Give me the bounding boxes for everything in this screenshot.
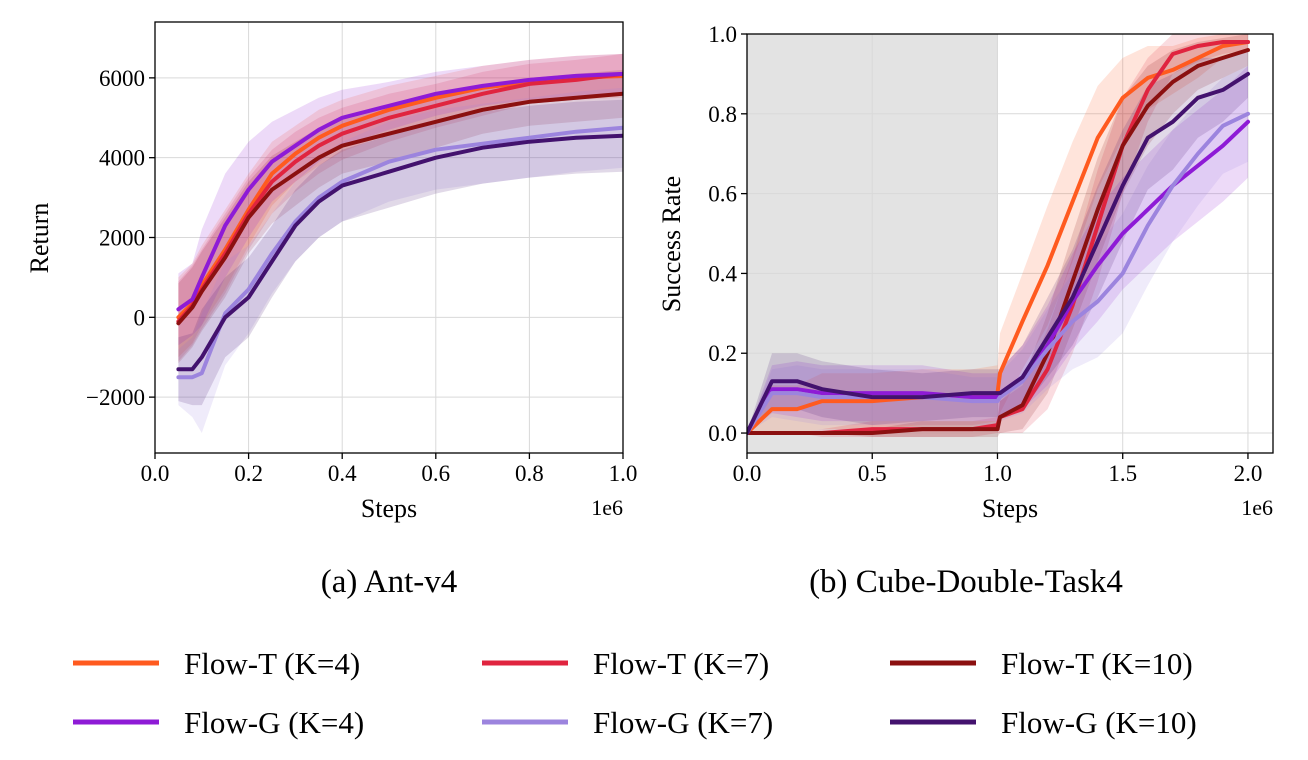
x-tick-label: 0.8 (515, 461, 544, 486)
band-flow-t-k-4 (747, 34, 1248, 433)
plot-area (747, 34, 1250, 437)
y-tick-label: −2000 (86, 385, 145, 410)
band-flow-g-k-10 (178, 99, 623, 406)
series-line-flow-g-k-10 (176, 133, 623, 372)
x-tick-label: 0.4 (328, 461, 357, 486)
series-line-flow-t-k-10 (747, 48, 1250, 435)
band-flow-t-k-10 (747, 34, 1248, 437)
plot-area (176, 53, 623, 434)
x-tick-label: 1.5 (1108, 461, 1137, 486)
axes-frame (746, 33, 1274, 454)
x-offset-label: 1e6 (591, 495, 623, 520)
legend-label: Flow-G (K=10) (1001, 705, 1197, 740)
band-flow-g-k-7 (178, 87, 623, 434)
series-line-flow-t-k-4 (747, 40, 1250, 435)
series-line-flow-g-k-4 (176, 71, 623, 312)
series-line-flow-g-k-7 (176, 125, 623, 380)
x-axis-label: Steps (361, 494, 417, 523)
caption-ant-v4: (a) Ant-v4 (321, 564, 458, 600)
y-axis-label: Return (25, 203, 54, 274)
panel-cube-double-task4: 0.0 0.5 1.0 1.5 2.0 0.0 0.2 0.4 0.6 0.8 1.0 Steps Su… (657, 22, 1274, 523)
band-flow-g-k-7 (747, 65, 1248, 434)
y-tick-label: 0.0 (708, 421, 737, 446)
y-tick-label: 6000 (99, 66, 145, 91)
x-offset-label: 1e6 (1241, 495, 1273, 520)
legend: Flow-T (K=4) Flow-T (K=7) Flow-T (K=10) Flo… (73, 646, 1197, 740)
caption-cube-double-task4: (b) Cube-Double-Task4 (809, 564, 1123, 600)
series-line-flow-g-k-7 (747, 111, 1250, 435)
legend-item-flow-t-k-10: Flow-T (K=10) (890, 646, 1193, 681)
legend-label: Flow-G (K=7) (593, 705, 773, 740)
y-tick-label: 0 (134, 305, 146, 330)
x-tick-label: 1.0 (609, 461, 638, 486)
legend-label: Flow-T (K=10) (1001, 646, 1193, 681)
y-axis-label: Success Rate (657, 176, 686, 312)
legend-label: Flow-T (K=7) (593, 646, 769, 681)
band-flow-g-k-4 (178, 53, 623, 346)
legend-item-flow-g-k-4: Flow-G (K=4) (73, 705, 364, 740)
legend-label: Flow-G (K=4) (184, 705, 364, 740)
x-tick-label: 2.0 (1234, 461, 1263, 486)
y-tick-label: 4000 (99, 146, 145, 171)
band-flow-g-k-4 (747, 65, 1248, 434)
legend-item-flow-g-k-10: Flow-G (K=10) (890, 705, 1197, 740)
x-tick-label: 0.0 (141, 461, 170, 486)
x-tick-label: 0.5 (858, 461, 887, 486)
panel-ant-v4: 0.0 0.2 0.4 0.6 0.8 1.0 −2000 0 2000 4000 6000 Step… (25, 21, 638, 523)
legend-item-flow-t-k-7: Flow-T (K=7) (482, 646, 769, 681)
series-line-flow-t-k-10 (176, 91, 623, 326)
y-tick-label: 0.6 (708, 182, 737, 207)
y-tick-label: 0.2 (708, 341, 737, 366)
x-tick-label: 0.0 (733, 461, 762, 486)
y-tick-label: 0.8 (708, 102, 737, 127)
band-flow-t-k-7 (747, 34, 1248, 437)
y-tick-label: 2000 (99, 226, 145, 251)
legend-label: Flow-T (K=4) (184, 646, 360, 681)
x-tick-label: 1.0 (983, 461, 1012, 486)
x-axis-label: Steps (982, 494, 1038, 523)
y-tick-label: 1.0 (708, 22, 737, 47)
x-tick-label: 0.2 (234, 461, 263, 486)
legend-item-flow-t-k-4: Flow-T (K=4) (73, 646, 360, 681)
series-line-flow-g-k-10 (747, 71, 1250, 435)
legend-item-flow-g-k-7: Flow-G (K=7) (482, 705, 773, 740)
y-tick-label: 0.4 (708, 261, 737, 286)
x-tick-label: 0.6 (421, 461, 450, 486)
